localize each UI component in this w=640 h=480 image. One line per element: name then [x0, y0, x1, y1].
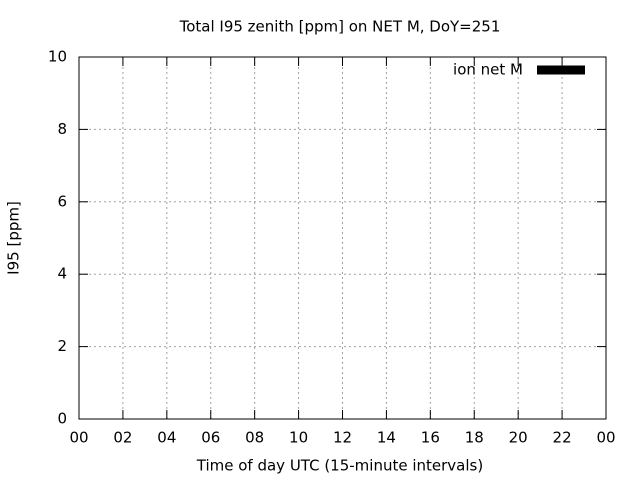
x-tick-label: 06	[201, 429, 220, 447]
y-tick-label: 6	[57, 192, 67, 210]
x-tick-label: 22	[553, 429, 572, 447]
y-axis-label: I95 [ppm]	[5, 201, 23, 275]
x-tick-label: 20	[509, 429, 528, 447]
y-tick-label: 4	[57, 265, 67, 283]
x-tick-label: 16	[421, 429, 440, 447]
x-tick-label: 02	[113, 429, 132, 447]
y-tick-label: 2	[57, 337, 67, 355]
x-tick-label: 18	[465, 429, 484, 447]
y-tick-label: 10	[48, 48, 67, 66]
x-tick-label: 08	[245, 429, 264, 447]
x-tick-label: 00	[596, 429, 615, 447]
x-tick-label: 10	[289, 429, 308, 447]
x-tick-label: 14	[377, 429, 396, 447]
x-tick-label: 12	[333, 429, 352, 447]
x-tick-label: 00	[69, 429, 88, 447]
plot-frame	[78, 56, 607, 420]
chart-title: Total I95 zenith [ppm] on NET M, DoY=251	[179, 18, 501, 36]
y-tick-label: 0	[57, 410, 67, 428]
y-tick-label: 8	[57, 120, 67, 138]
legend-label: ion net M	[453, 61, 523, 79]
x-tick-label: 04	[157, 429, 176, 447]
x-axis-label: Time of day UTC (15-minute intervals)	[196, 457, 483, 475]
